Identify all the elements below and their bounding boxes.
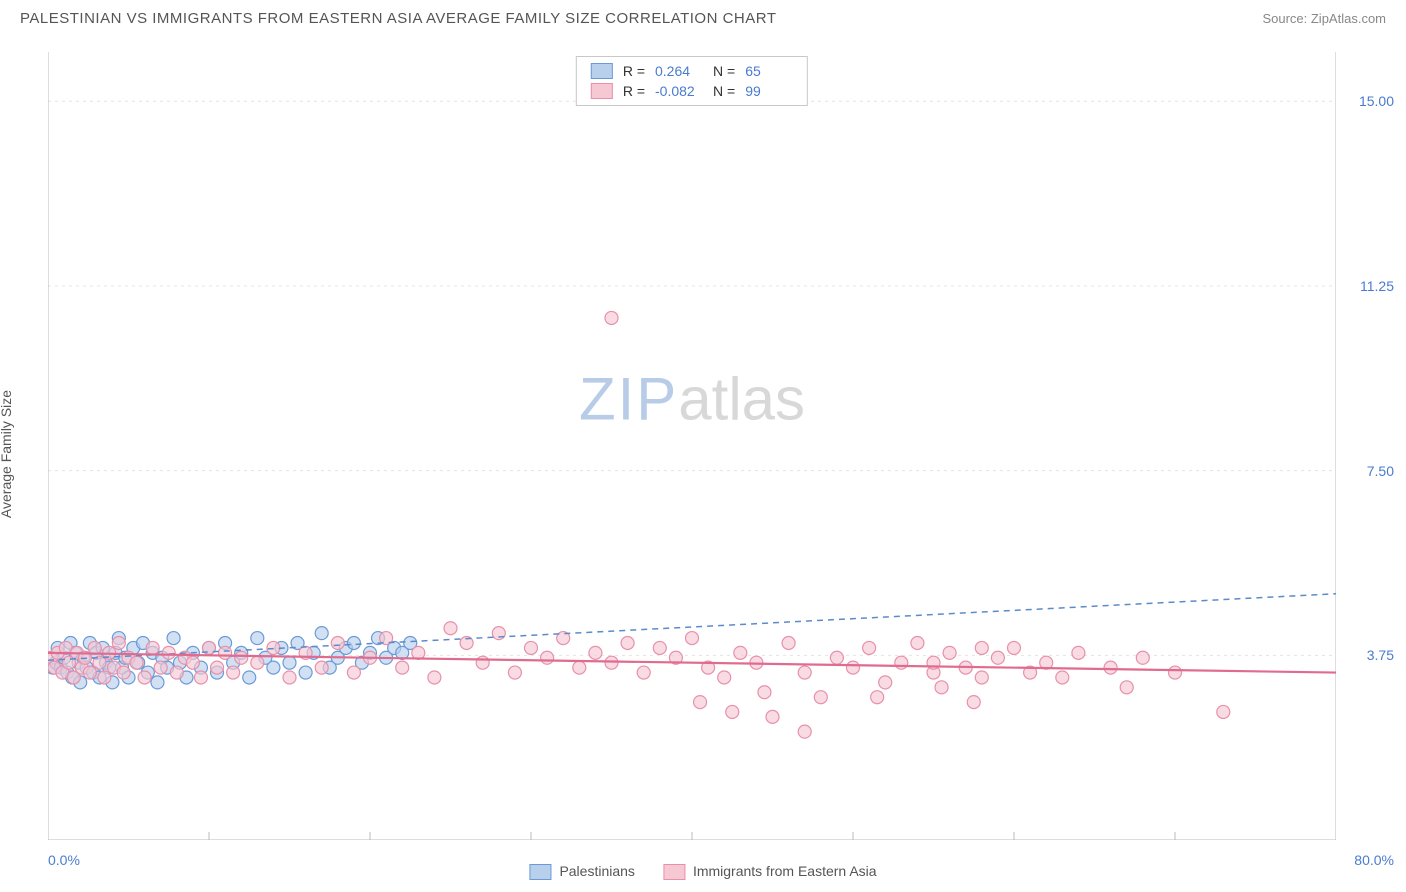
scatter-chart bbox=[48, 52, 1336, 840]
r-value: -0.082 bbox=[655, 83, 703, 99]
legend-bottom: Palestinians Immigrants from Eastern Asi… bbox=[529, 863, 876, 880]
chart-title: PALESTINIAN VS IMMIGRANTS FROM EASTERN A… bbox=[20, 10, 776, 27]
legend-item: Immigrants from Eastern Asia bbox=[663, 863, 877, 880]
stats-row: R = 0.264 N = 65 bbox=[591, 61, 793, 81]
y-axis-label: Average Family Size bbox=[0, 390, 14, 518]
legend-item: Palestinians bbox=[529, 863, 635, 880]
y-tick-label: 15.00 bbox=[1359, 93, 1394, 109]
legend-label: Palestinians bbox=[559, 863, 635, 879]
legend-swatch bbox=[529, 864, 551, 880]
n-value: 99 bbox=[745, 83, 793, 99]
chart-area: ZIPatlas R = 0.264 N = 65 R = -0.082 N =… bbox=[48, 52, 1336, 840]
r-value: 0.264 bbox=[655, 63, 703, 79]
r-label: R = bbox=[623, 83, 645, 99]
stats-swatch bbox=[591, 83, 613, 99]
legend-label: Immigrants from Eastern Asia bbox=[693, 863, 877, 879]
stats-row: R = -0.082 N = 99 bbox=[591, 81, 793, 101]
n-label: N = bbox=[713, 83, 735, 99]
x-min-label: 0.0% bbox=[48, 852, 80, 868]
n-label: N = bbox=[713, 63, 735, 79]
legend-swatch bbox=[663, 864, 685, 880]
chart-header: PALESTINIAN VS IMMIGRANTS FROM EASTERN A… bbox=[0, 0, 1406, 35]
n-value: 65 bbox=[745, 63, 793, 79]
y-tick-label: 11.25 bbox=[1360, 278, 1394, 294]
chart-source: Source: ZipAtlas.com bbox=[1262, 11, 1386, 26]
correlation-stats-box: R = 0.264 N = 65 R = -0.082 N = 99 bbox=[576, 56, 808, 106]
y-tick-label: 3.75 bbox=[1367, 647, 1394, 663]
y-tick-label: 7.50 bbox=[1367, 463, 1394, 479]
x-max-label: 80.0% bbox=[1354, 852, 1394, 868]
stats-swatch bbox=[591, 63, 613, 79]
r-label: R = bbox=[623, 63, 645, 79]
